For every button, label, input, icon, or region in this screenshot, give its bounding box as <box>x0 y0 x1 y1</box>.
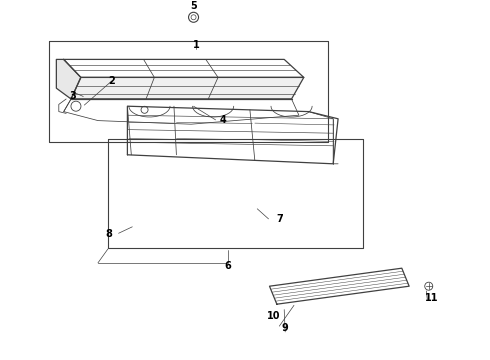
Polygon shape <box>56 59 81 99</box>
Polygon shape <box>270 268 409 304</box>
Text: 6: 6 <box>224 261 231 271</box>
Text: 3: 3 <box>69 91 76 102</box>
Text: 9: 9 <box>282 323 289 333</box>
Text: 2: 2 <box>108 76 115 86</box>
Polygon shape <box>127 106 338 164</box>
Text: 8: 8 <box>105 229 112 239</box>
Text: 5: 5 <box>190 1 197 12</box>
Polygon shape <box>71 77 304 99</box>
Text: 7: 7 <box>276 214 283 224</box>
Text: 1: 1 <box>193 40 199 50</box>
Text: 11: 11 <box>424 293 438 303</box>
Polygon shape <box>64 59 304 77</box>
Text: 10: 10 <box>267 311 280 321</box>
Text: 4: 4 <box>220 115 226 125</box>
